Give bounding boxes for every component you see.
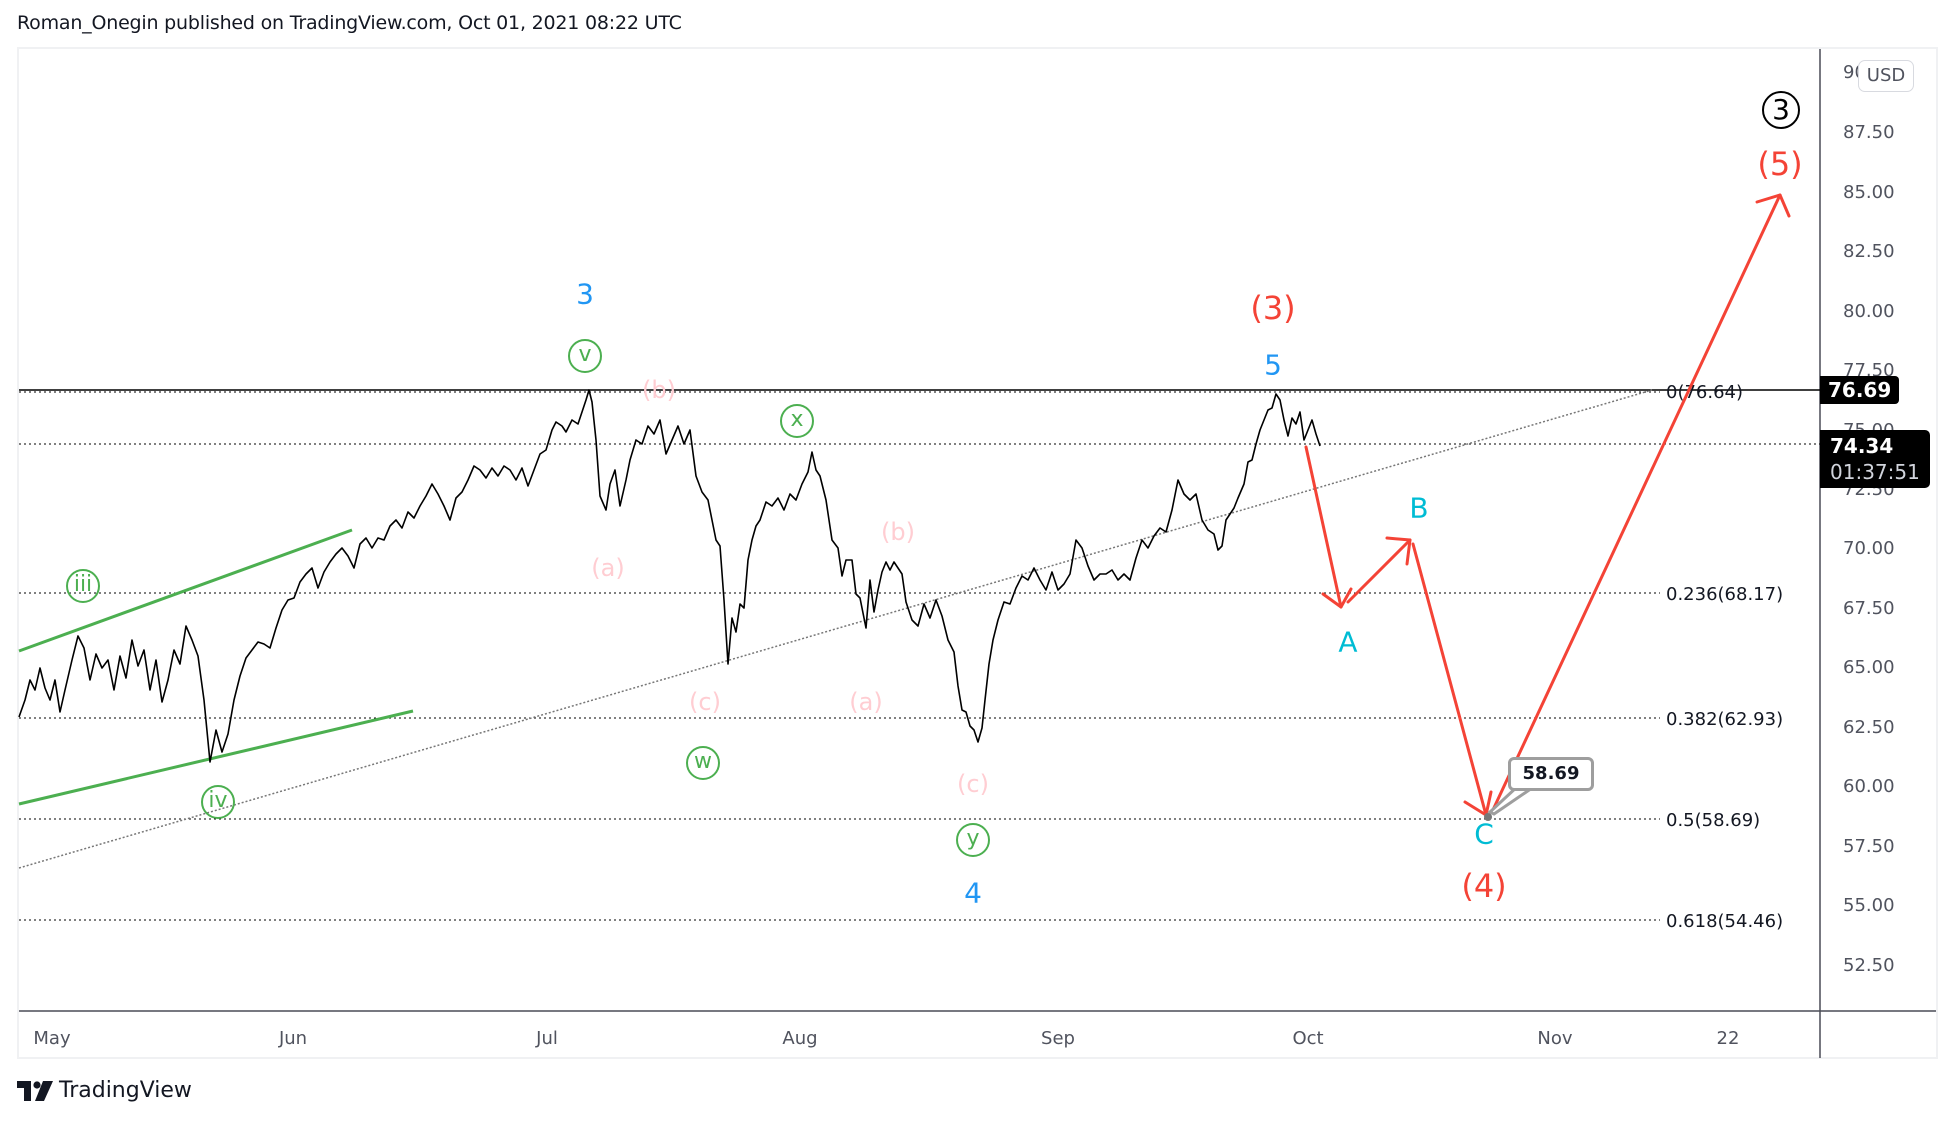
svg-text:80.00: 80.00	[1843, 301, 1895, 322]
wave-label-y: y	[956, 823, 990, 857]
chart-frame	[17, 47, 1938, 1059]
svg-text:May: May	[33, 1028, 71, 1049]
wave-label-circled-3: 3	[1762, 91, 1800, 129]
price-axis-ticks: 90.00 87.50 85.00 82.50 80.00 77.50 75.0…	[1843, 62, 1895, 976]
tradingview-logo-icon	[17, 1080, 53, 1101]
wave-label-paren-3: (3)	[1250, 289, 1296, 327]
wave-label-iv: iv	[201, 785, 235, 819]
svg-text:0.618(54.46): 0.618(54.46)	[1666, 911, 1783, 932]
time-axis-ticks: May Jun Jul Aug Sep Oct Nov 22	[33, 1028, 1739, 1049]
wave-label-3: 3	[576, 277, 594, 311]
svg-text:77.50: 77.50	[1843, 360, 1895, 381]
svg-text:Sep: Sep	[1041, 1028, 1075, 1049]
price-series	[18, 389, 1321, 763]
svg-text:67.50: 67.50	[1843, 598, 1895, 619]
svg-text:Jul: Jul	[535, 1028, 558, 1049]
wave-label-c-1: (c)	[689, 688, 721, 716]
wave-label-a-1: (a)	[591, 554, 625, 582]
wave-label-paren-4: (4)	[1461, 867, 1507, 905]
high-price-tag: 76.69	[1820, 376, 1900, 404]
svg-text:Aug: Aug	[782, 1028, 817, 1049]
wave-label-v: v	[568, 339, 602, 373]
svg-text:Jun: Jun	[278, 1028, 307, 1049]
channel-lower[interactable]	[18, 709, 414, 806]
publish-attribution: Roman_Onegin published on TradingView.co…	[17, 12, 682, 34]
wave-label-paren-5: (5)	[1757, 145, 1803, 183]
svg-text:70.00: 70.00	[1843, 538, 1895, 559]
svg-text:0.382(62.93): 0.382(62.93)	[1666, 709, 1783, 730]
svg-text:62.50: 62.50	[1843, 717, 1895, 738]
price-callout[interactable]: 58.69	[1508, 757, 1594, 791]
svg-text:87.50: 87.50	[1843, 122, 1895, 143]
wave-label-x: x	[780, 404, 814, 438]
tradingview-logo-text: TradingView	[59, 1078, 192, 1103]
svg-text:52.50: 52.50	[1843, 955, 1895, 976]
svg-text:22: 22	[1717, 1028, 1740, 1049]
wave-label-A: A	[1338, 625, 1358, 659]
wave-label-B: B	[1409, 491, 1429, 525]
wave-label-C: C	[1474, 817, 1494, 851]
svg-text:57.50: 57.50	[1843, 836, 1895, 857]
last-price-tag: 74.34 01:37:51	[1820, 430, 1930, 488]
svg-text:60.00: 60.00	[1843, 776, 1895, 797]
svg-text:55.00: 55.00	[1843, 895, 1895, 916]
svg-text:0(76.64): 0(76.64)	[1666, 382, 1743, 403]
svg-text:Nov: Nov	[1537, 1028, 1572, 1049]
wave-label-c-2: (c)	[957, 770, 989, 798]
wave-label-4: 4	[964, 876, 982, 910]
wave-label-5: 5	[1264, 348, 1282, 382]
wave-label-b-2: (b)	[881, 518, 915, 546]
wave-label-w: w	[686, 746, 720, 780]
bar-countdown: 01:37:51	[1830, 460, 1920, 484]
wave-label-a-2: (a)	[849, 688, 883, 716]
svg-text:65.00: 65.00	[1843, 657, 1895, 678]
wave-label-iii: iii	[66, 569, 100, 603]
wave-label-b-1: (b)	[642, 376, 676, 404]
fib-retracement[interactable]	[19, 391, 1660, 921]
last-price-value: 74.34	[1830, 434, 1894, 458]
svg-text:85.00: 85.00	[1843, 182, 1895, 203]
fib-level-labels: 0(76.64) 0.236(68.17) 0.382(62.93) 0.5(5…	[1666, 382, 1783, 932]
tradingview-logo[interactable]: TradingView	[17, 1078, 192, 1103]
svg-text:0.5(58.69): 0.5(58.69)	[1666, 810, 1760, 831]
svg-text:82.50: 82.50	[1843, 241, 1895, 262]
currency-badge[interactable]: USD	[1858, 60, 1914, 92]
channel-upper[interactable]	[18, 528, 353, 653]
svg-text:0.236(68.17): 0.236(68.17)	[1666, 584, 1783, 605]
trend-line[interactable]	[18, 389, 1653, 869]
svg-text:Oct: Oct	[1292, 1028, 1323, 1049]
